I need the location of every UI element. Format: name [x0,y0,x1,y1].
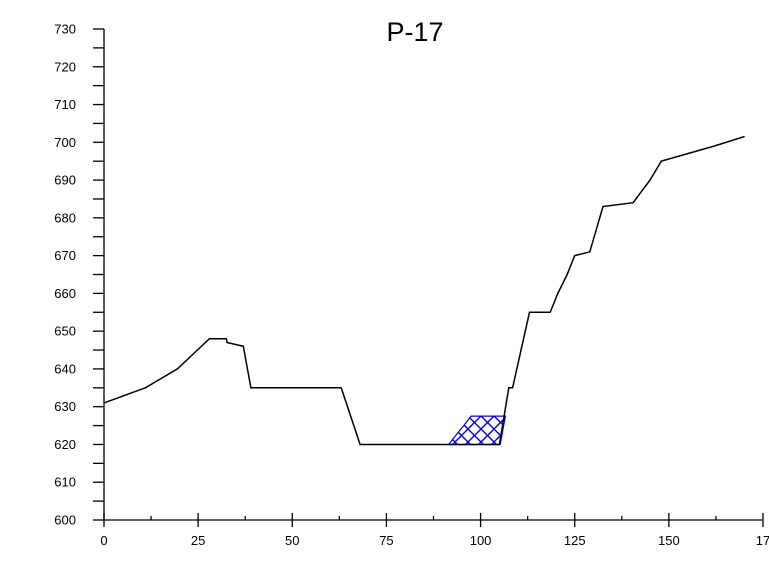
profile-point [602,205,604,208]
y-tick-label: 700 [54,135,76,150]
plot-area [103,135,745,446]
profile-point [226,341,228,344]
profile-point [176,368,178,370]
y-tick-label: 600 [54,513,76,528]
profile-point [660,160,662,162]
x-tick-label: 75 [379,533,393,548]
y-tick-label: 630 [54,399,76,414]
profile-point [632,202,634,204]
profile-point [743,136,745,138]
profile-point [508,387,510,389]
x-tick-label: 150 [658,533,680,548]
x-tick-label: 0 [100,533,107,548]
profile-point [557,292,559,294]
y-tick-label: 680 [54,210,76,225]
y-tick-label: 650 [54,324,76,339]
profile-point [498,443,500,446]
profile-point [340,387,342,389]
profile-point [549,311,551,313]
profile-point [242,345,244,347]
profile-point [144,387,146,389]
y-tick-label: 670 [54,248,76,263]
y-tick-label: 620 [54,437,76,452]
profile-point [359,443,361,446]
y-tick-label: 730 [54,22,76,37]
profile-point [449,443,451,446]
y-tick-label: 710 [54,97,76,112]
profile-line [103,135,745,446]
x-tick-label: 25 [191,533,205,548]
water-hatch-area [447,415,507,446]
profile-point [713,145,715,147]
profile-point [589,251,591,253]
y-tick-label: 610 [54,475,76,490]
y-tick-label: 660 [54,286,76,301]
profile-point [250,387,252,389]
profile-point [225,338,227,340]
x-tick-label: 50 [285,533,299,548]
profile-point [208,338,210,340]
chart-title: P-17 [386,17,443,47]
profile-point [566,273,568,276]
y-tick-label: 690 [54,173,76,188]
x-tick-label: 100 [470,533,492,548]
profile-point [103,402,105,404]
profile-point [574,255,576,257]
profile-point [511,387,514,389]
axes: 600 610 620 630 640 650 660 670 680 690 700 710 720 7… [54,22,769,549]
y-tick-label: 720 [54,59,76,74]
y-tick-label: 640 [54,361,76,376]
profile-point [528,311,531,313]
profile-point [649,179,651,181]
x-tick-label: 17 [756,533,769,548]
x-tick-label: 125 [564,533,586,548]
